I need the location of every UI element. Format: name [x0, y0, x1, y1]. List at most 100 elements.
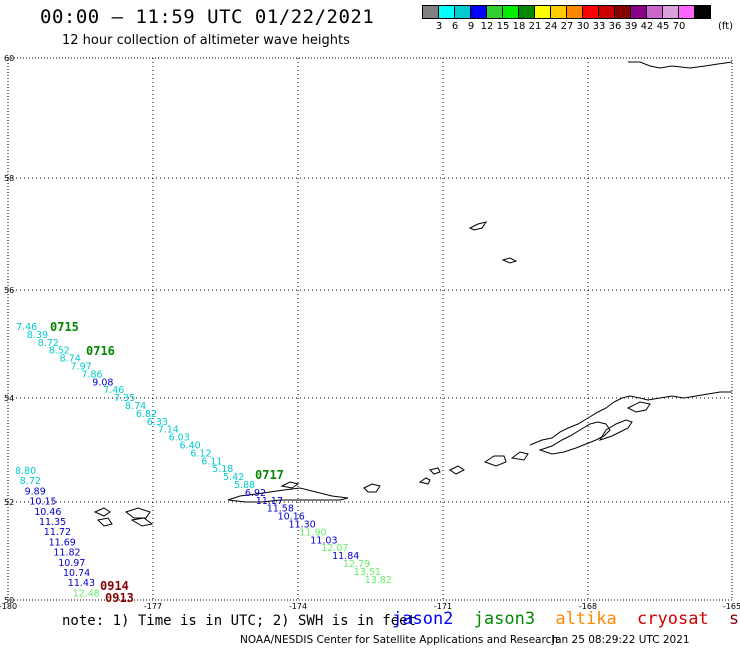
coastline — [626, 401, 651, 413]
swh-value: 6.11 — [201, 456, 222, 467]
coastline — [598, 419, 633, 441]
sat-s3a: s3a — [728, 609, 740, 629]
coastline — [628, 61, 733, 69]
swh-value: 11.58 — [267, 504, 294, 515]
swh-value: 7.35 — [114, 393, 135, 404]
lat-label: 56 — [4, 286, 14, 295]
swh-value: 8.74 — [60, 354, 81, 365]
swh-value: 8.80 — [15, 466, 36, 477]
coastline — [529, 391, 732, 446]
swh-value: 6.92 — [245, 488, 266, 499]
swh-value: 8.72 — [38, 338, 59, 349]
swh-value: 6.12 — [190, 448, 211, 459]
satellite-legend: jason2 jason3 altika cryosat s3a — [392, 609, 740, 629]
legend-label: 21 — [528, 21, 542, 32]
swh-value: 12.07 — [321, 543, 348, 554]
lat-label: 52 — [4, 498, 14, 507]
coastline — [510, 451, 529, 461]
legend-unit: (ft) — [718, 21, 734, 32]
pass-id: 0914 — [100, 579, 129, 593]
swh-value: 11.84 — [332, 551, 359, 562]
swh-value: 7.14 — [158, 425, 179, 436]
swh-value: 8.39 — [27, 330, 48, 341]
lon-label: -174 — [289, 602, 307, 611]
swh-value: 10.15 — [29, 497, 56, 508]
legend-label: 12 — [480, 21, 494, 32]
swh-value: 6.40 — [180, 441, 201, 452]
legend-label: 27 — [560, 21, 574, 32]
legend-label: 45 — [656, 21, 670, 32]
swh-value: 9.89 — [25, 486, 46, 497]
swh-value: 8.52 — [49, 346, 70, 357]
swh-value: 5.88 — [234, 480, 255, 491]
pass-id: 0913 — [105, 591, 134, 605]
lat-label: 60 — [4, 54, 14, 63]
swh-value: 9.08 — [92, 377, 113, 388]
footer-note: note: 1) Time is in UTC; 2) SWH is in fe… — [62, 613, 417, 629]
sat-cryosat: cryosat — [637, 609, 709, 629]
legend-label: 24 — [544, 21, 558, 32]
lon-label: -171 — [434, 602, 452, 611]
coastline — [363, 483, 381, 493]
swh-value: 11.03 — [310, 535, 337, 546]
pass-id: 0716 — [86, 344, 115, 358]
legend-label: 42 — [640, 21, 654, 32]
coastline — [227, 487, 349, 503]
sat-altika: altika — [555, 609, 617, 629]
swh-value: 11.90 — [299, 527, 326, 538]
legend-label: 15 — [496, 21, 510, 32]
coastline — [429, 467, 441, 475]
coastline — [96, 517, 113, 527]
sat-jason2: jason2 — [392, 609, 454, 629]
coastline — [418, 477, 431, 485]
legend-label: 6 — [451, 21, 459, 32]
pass-id: 0717 — [255, 468, 284, 482]
swh-value: 7.97 — [71, 362, 92, 373]
swh-value: 13.51 — [354, 567, 381, 578]
legend-label: 30 — [576, 21, 590, 32]
swh-value: 11.35 — [39, 517, 66, 528]
legend-swatch — [694, 5, 711, 19]
swh-value: 11.72 — [44, 527, 71, 538]
swh-value: 11.82 — [53, 548, 80, 559]
swh-value: 7.46 — [103, 385, 124, 396]
legend-label: 18 — [512, 21, 526, 32]
swh-value: 5.18 — [212, 464, 233, 475]
swh-value: 10.16 — [278, 512, 305, 523]
swh-value: 11.30 — [289, 520, 316, 531]
lat-label: 54 — [4, 394, 14, 403]
lon-label: -180 — [0, 602, 17, 611]
generated-timestamp: Jan 25 08:29:22 UTC 2021 — [552, 634, 690, 646]
swh-value: 10.74 — [63, 568, 90, 579]
legend-label: 39 — [624, 21, 638, 32]
swh-value: 12.48 — [73, 588, 100, 599]
swh-value: 6.33 — [147, 417, 168, 428]
map-title: 00:00 – 11:59 UTC 01/22/2021 — [40, 6, 375, 28]
legend-label: 33 — [592, 21, 606, 32]
swh-value: 10.46 — [34, 507, 61, 518]
coastline — [538, 421, 611, 455]
color-legend — [422, 5, 711, 19]
coastline — [468, 221, 488, 231]
lon-label: -165 — [723, 602, 740, 611]
map-frame — [7, 57, 733, 601]
swh-value: 11.69 — [49, 537, 76, 548]
coastline — [501, 257, 518, 264]
swh-value: 8.74 — [125, 401, 146, 412]
swh-value: 13.82 — [365, 575, 392, 586]
swh-value: 10.97 — [58, 558, 85, 569]
lat-label: 58 — [4, 174, 14, 183]
legend-label: 70 — [672, 21, 686, 32]
coastline — [130, 517, 154, 527]
coastline — [449, 465, 465, 475]
credit-line: NOAA/NESDIS Center for Satellite Applica… — [240, 634, 558, 646]
sat-jason3: jason3 — [473, 609, 536, 629]
pass-id: 0715 — [50, 320, 79, 334]
swh-value: 8.72 — [20, 476, 41, 487]
swh-value: 6.03 — [169, 433, 190, 444]
lon-label: -177 — [144, 602, 162, 611]
legend-label: 3 — [435, 21, 443, 32]
swh-value: 12.79 — [343, 559, 370, 570]
swh-value: 11.17 — [256, 496, 283, 507]
